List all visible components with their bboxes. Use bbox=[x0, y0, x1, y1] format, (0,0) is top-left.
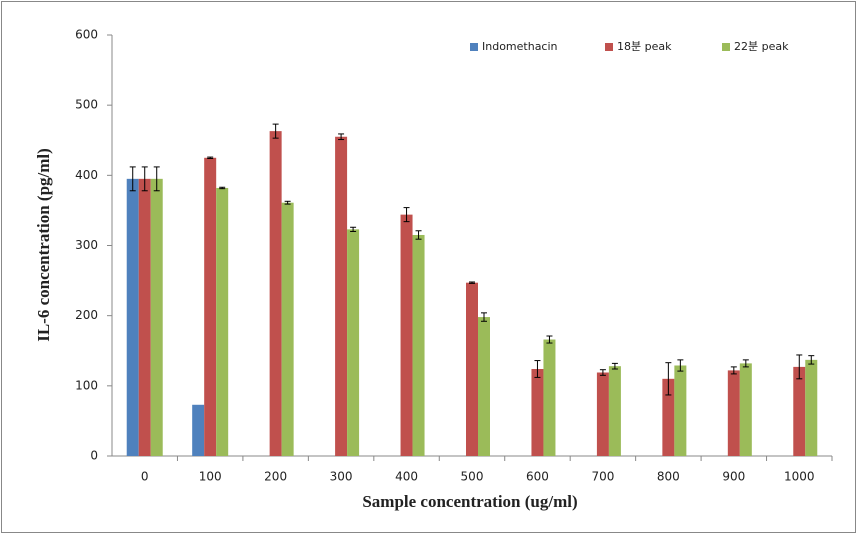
error-bar bbox=[415, 230, 422, 240]
bar bbox=[347, 229, 360, 456]
error-bar bbox=[665, 362, 672, 396]
error-bar bbox=[153, 166, 160, 192]
x-tick-label: 500 bbox=[461, 470, 484, 484]
error-bar bbox=[796, 354, 803, 380]
error-bar bbox=[469, 281, 475, 284]
error-bar bbox=[534, 360, 541, 378]
error-bar bbox=[284, 200, 291, 205]
bar bbox=[662, 378, 675, 456]
bar bbox=[400, 214, 413, 456]
error-bar bbox=[141, 166, 148, 192]
bar bbox=[281, 202, 294, 456]
bar bbox=[805, 359, 818, 456]
error-bar bbox=[546, 335, 553, 344]
error-bar bbox=[129, 166, 136, 192]
bar bbox=[739, 363, 752, 456]
x-tick-label: 700 bbox=[591, 470, 614, 484]
x-tick-label: 300 bbox=[330, 470, 353, 484]
bar bbox=[335, 136, 348, 456]
x-tick-label: 900 bbox=[722, 470, 745, 484]
bar bbox=[608, 366, 621, 456]
x-axis-title: Sample concentration (ug/ml) bbox=[362, 492, 577, 511]
legend-swatch bbox=[722, 43, 730, 51]
y-tick-label: 0 bbox=[90, 449, 98, 463]
error-bar bbox=[350, 226, 357, 232]
bar bbox=[126, 178, 139, 456]
x-tick-label: 200 bbox=[264, 470, 287, 484]
legend-label: 22분 peak bbox=[734, 40, 789, 53]
y-tick-label: 600 bbox=[75, 28, 98, 42]
x-tick-label: 100 bbox=[199, 470, 222, 484]
bar bbox=[531, 368, 544, 456]
bar bbox=[138, 178, 151, 456]
x-tick-label: 800 bbox=[657, 470, 680, 484]
bar bbox=[674, 365, 687, 456]
error-bar bbox=[338, 133, 345, 141]
legend-label: Indomethacin bbox=[482, 40, 558, 53]
bar bbox=[192, 404, 205, 456]
y-tick-label: 100 bbox=[75, 378, 98, 392]
bar bbox=[543, 339, 556, 456]
error-bar bbox=[611, 362, 618, 370]
bar bbox=[727, 370, 740, 456]
error-bar bbox=[808, 355, 815, 365]
legend-swatch bbox=[470, 43, 478, 51]
y-tick-label: 300 bbox=[75, 238, 98, 252]
error-bar bbox=[219, 186, 226, 190]
legend-label: 18분 peak bbox=[617, 40, 672, 53]
error-bar bbox=[403, 207, 410, 223]
y-tick-label: 500 bbox=[75, 98, 98, 112]
bar bbox=[412, 234, 425, 456]
x-tick-label: 0 bbox=[141, 470, 149, 484]
error-bar bbox=[599, 369, 606, 376]
bar bbox=[466, 282, 478, 456]
bar bbox=[216, 187, 229, 457]
error-bar bbox=[481, 312, 487, 322]
x-tick-label: 600 bbox=[526, 470, 549, 484]
x-tick-label: 1000 bbox=[784, 470, 815, 484]
error-bar bbox=[742, 359, 749, 368]
error-bar bbox=[677, 359, 684, 372]
legend-swatch bbox=[605, 43, 613, 51]
error-bar bbox=[730, 366, 737, 375]
y-tick-label: 400 bbox=[75, 168, 98, 182]
bar bbox=[793, 366, 806, 456]
error-bar bbox=[207, 156, 214, 159]
y-axis-title: IL-6 concentration (pg/ml) bbox=[34, 148, 53, 342]
bar bbox=[596, 372, 609, 456]
y-tick-label: 200 bbox=[75, 308, 98, 322]
bar bbox=[204, 157, 217, 456]
error-bar bbox=[272, 123, 279, 139]
bar bbox=[269, 131, 282, 456]
bar bbox=[150, 178, 163, 456]
x-tick-label: 400 bbox=[395, 470, 418, 484]
bar bbox=[478, 317, 490, 456]
